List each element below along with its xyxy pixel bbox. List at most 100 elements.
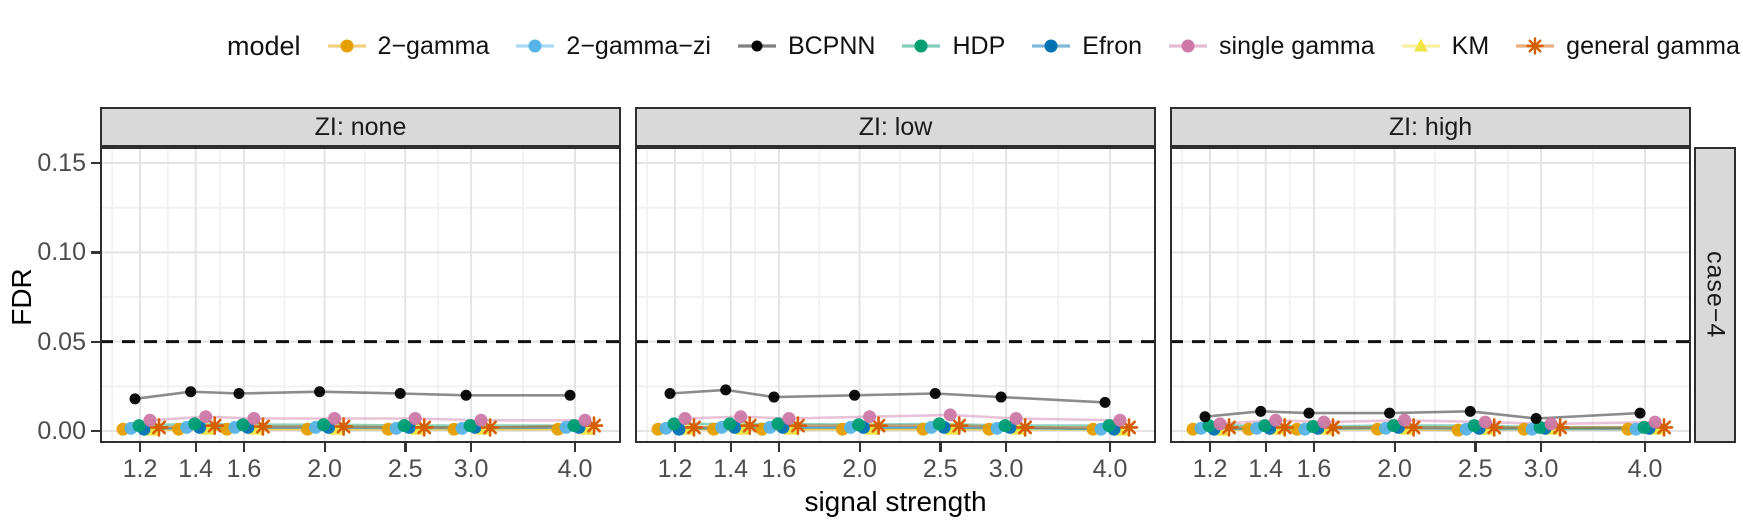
x-axis-tick bbox=[777, 443, 781, 452]
data-point bbox=[995, 391, 1007, 403]
x-axis-tick-label: 3.0 bbox=[453, 455, 489, 483]
facet-strip-label: ZI: high bbox=[1388, 112, 1473, 141]
data-point bbox=[1255, 405, 1267, 417]
panel-border bbox=[635, 147, 1156, 443]
x-axis-tick-label: 3.0 bbox=[988, 455, 1024, 483]
data-point bbox=[185, 386, 197, 398]
y-axis-tick-label: 0.00 bbox=[37, 417, 86, 445]
x-axis-tick bbox=[1005, 443, 1008, 452]
x-axis-tick-label: 2.5 bbox=[387, 455, 423, 483]
facet-strip-label: ZI: low bbox=[858, 112, 933, 141]
data-point bbox=[949, 416, 969, 435]
data-point bbox=[1323, 418, 1343, 437]
data-point bbox=[1654, 418, 1674, 437]
legend-item-label: KM bbox=[1451, 31, 1490, 60]
data-point bbox=[149, 418, 169, 437]
facet-row-label: case−4 bbox=[1701, 251, 1730, 339]
y-axis-tick-label: 0.10 bbox=[37, 238, 86, 267]
x-axis-tick-label: 1.2 bbox=[1192, 455, 1228, 483]
data-point bbox=[998, 419, 1012, 433]
data-point bbox=[1533, 420, 1547, 434]
circle-legend-key-icon bbox=[516, 39, 555, 53]
data-point bbox=[1275, 418, 1294, 437]
facet-strip-zi-high: ZI: high bbox=[1170, 107, 1691, 147]
data-point bbox=[1213, 417, 1227, 431]
y-axis-tick bbox=[91, 161, 100, 165]
data-point bbox=[233, 387, 245, 399]
data-point bbox=[849, 389, 861, 401]
data-point bbox=[253, 417, 273, 436]
x-axis-tick-label: 4.0 bbox=[557, 455, 593, 483]
x-axis-tick bbox=[729, 443, 733, 452]
legend-item-label: 2−gamma−zi bbox=[566, 31, 711, 60]
series-line bbox=[669, 388, 1106, 404]
data-point bbox=[567, 419, 581, 433]
data-point bbox=[684, 418, 704, 437]
legend-item-2-gamma: 2−gamma bbox=[325, 31, 490, 61]
data-point bbox=[1303, 407, 1315, 419]
x-axis-tick-label: 4.0 bbox=[1092, 455, 1128, 483]
data-point bbox=[334, 417, 353, 436]
data-point bbox=[460, 389, 472, 401]
data-point bbox=[943, 408, 957, 422]
data-point bbox=[1634, 407, 1646, 419]
data-point bbox=[143, 413, 157, 427]
x-axis-tick bbox=[1209, 443, 1212, 452]
x-axis-tick bbox=[1312, 443, 1316, 452]
y-axis-tick bbox=[91, 430, 100, 433]
series-line bbox=[134, 390, 570, 401]
data-point bbox=[1544, 417, 1558, 431]
data-point bbox=[328, 411, 342, 425]
data-point bbox=[1202, 419, 1216, 433]
y-axis-tick-label: 0.15 bbox=[37, 148, 86, 177]
data-point bbox=[740, 416, 759, 435]
data-point bbox=[1648, 415, 1662, 429]
data-point bbox=[236, 418, 250, 432]
legend-item-label: HDP bbox=[952, 31, 1006, 60]
legend-item-label: 2−gamma bbox=[377, 31, 490, 60]
data-point bbox=[768, 391, 780, 403]
x-axis-tick bbox=[194, 443, 198, 452]
data-point bbox=[188, 417, 202, 431]
data-point bbox=[314, 386, 326, 398]
data-point bbox=[1467, 419, 1481, 433]
x-axis-tick-label: 2.0 bbox=[307, 455, 342, 483]
circle-legend-key-icon bbox=[1032, 39, 1071, 53]
data-point bbox=[474, 413, 488, 427]
triangle-legend-key-icon bbox=[1401, 38, 1440, 52]
data-point bbox=[578, 413, 592, 427]
legend-item-single-gamma: single gamma bbox=[1166, 32, 1375, 61]
data-point bbox=[852, 418, 866, 432]
panel-canvas bbox=[100, 147, 621, 443]
panel-canvas bbox=[635, 147, 1156, 443]
y-axis-tick-label: 0.05 bbox=[37, 327, 86, 356]
y-axis-tick bbox=[91, 251, 100, 254]
x-axis-tick-label: 1.4 bbox=[713, 455, 749, 483]
legend-item-label: BCPNN bbox=[787, 31, 876, 60]
x-axis-tick bbox=[1540, 443, 1543, 452]
data-point bbox=[463, 419, 477, 433]
data-point bbox=[1119, 418, 1139, 437]
data-point bbox=[1258, 419, 1272, 433]
legend-item-bcpnn: BCPNN bbox=[735, 31, 876, 61]
data-point bbox=[1384, 407, 1396, 419]
data-point bbox=[664, 387, 676, 399]
data-point bbox=[1269, 413, 1283, 427]
data-point bbox=[480, 418, 500, 437]
panel-canvas bbox=[1170, 147, 1691, 443]
data-point bbox=[584, 416, 604, 435]
x-axis-tick-label: 2.0 bbox=[842, 455, 877, 483]
x-axis-tick bbox=[139, 443, 142, 452]
panel-border bbox=[1170, 147, 1691, 443]
data-point bbox=[317, 418, 331, 432]
x-axis-tick-label: 1.6 bbox=[761, 455, 797, 483]
x-axis-tick bbox=[1644, 443, 1647, 452]
panel-border bbox=[100, 147, 621, 443]
data-point bbox=[1398, 413, 1412, 427]
legend-item-label: general gamma bbox=[1566, 31, 1740, 60]
x-axis-tick bbox=[858, 443, 861, 452]
legend-item-2-gamma-zi: 2−gamma−zi bbox=[513, 32, 711, 61]
legend-item-general-gamma: general gamma bbox=[1513, 32, 1740, 61]
data-point bbox=[678, 411, 692, 425]
